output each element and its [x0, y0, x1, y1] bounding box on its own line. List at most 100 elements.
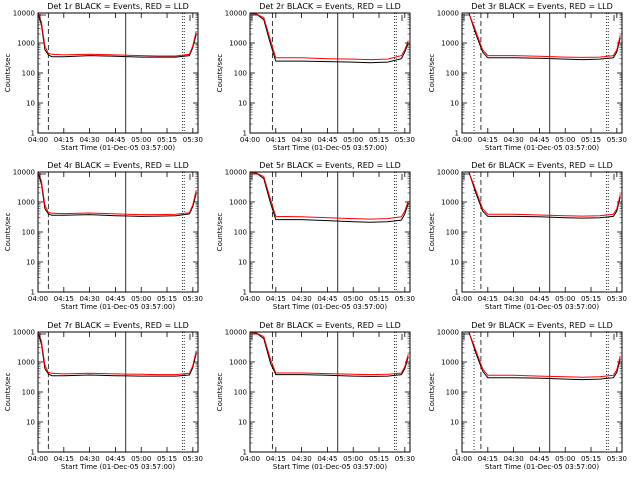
x-tick-label: 04:45 [105, 295, 125, 303]
x-tick-label: 04:15 [478, 136, 498, 144]
y-tick-label: 10000 [13, 10, 35, 18]
y-tick-label: 100 [22, 70, 35, 78]
y-tick-label: 10 [238, 259, 247, 267]
y-tick-label: 1 [31, 130, 35, 138]
x-axis-label: Start Time (01-Dec-05 03:57:00) [61, 303, 175, 311]
panel-3: Det 3r BLACK = Events, RED = LLD 1 10 100 10… [428, 2, 627, 152]
x-tick-label: 04:45 [317, 455, 337, 463]
corner-mark [39, 14, 46, 21]
panel-title: Det 6r BLACK = Events, RED = LLD [471, 161, 613, 170]
x-tick-label: 04:15 [478, 295, 498, 303]
y-tick-label: 1000 [229, 359, 247, 367]
y-tick-label: 1000 [441, 40, 459, 48]
x-tick-label: 05:15 [581, 136, 601, 144]
x-tick-label: 04:15 [54, 455, 74, 463]
x-tick-label: 05:00 [555, 295, 575, 303]
panel-9: Det 9r BLACK = Events, RED = LLD 1 10 100 10… [428, 321, 627, 471]
x-tick-label: 04:15 [266, 295, 286, 303]
x-tick-label: 04:15 [266, 455, 286, 463]
x-tick-label: 05:30 [183, 455, 203, 463]
x-tick-label: 05:30 [183, 136, 203, 144]
x-tick-label: 04:30 [292, 295, 312, 303]
panel-6: Det 6r BLACK = Events, RED = LLD 1 10 100 10… [428, 161, 627, 311]
y-tick-label: 10 [26, 259, 35, 267]
y-tick-label: 100 [22, 389, 35, 397]
series-line [37, 12, 197, 57]
corner-mark [251, 173, 258, 180]
y-tick-label: 10000 [437, 10, 459, 18]
corner-mark [463, 14, 470, 21]
y-tick-label: 1000 [229, 199, 247, 207]
x-axis-label: Start Time (01-Dec-05 03:57:00) [485, 144, 599, 152]
y-tick-label: 10000 [13, 169, 35, 177]
x-tick-label: 05:30 [395, 455, 415, 463]
y-axis-label: Counts/sec [428, 54, 436, 93]
y-tick-label: 100 [234, 229, 247, 237]
x-tick-label: 05:00 [343, 455, 363, 463]
x-tick-label: 04:45 [317, 295, 337, 303]
y-axis-label: Counts/sec [4, 373, 12, 412]
series-line [249, 331, 409, 376]
y-tick-label: 10000 [225, 169, 247, 177]
x-tick-label: 05:30 [395, 136, 415, 144]
panel-title: Det 4r BLACK = Events, RED = LLD [47, 161, 189, 170]
series-line [37, 331, 197, 377]
x-tick-label: 04:00 [240, 295, 260, 303]
x-tick-label: 04:15 [54, 295, 74, 303]
panel-title: Det 2r BLACK = Events, RED = LLD [259, 2, 401, 11]
x-tick-label: 04:15 [478, 455, 498, 463]
panel-title: Det 5r BLACK = Events, RED = LLD [259, 161, 401, 170]
corner-mark [251, 333, 258, 340]
x-tick-label: 04:45 [529, 455, 549, 463]
series-line [462, 331, 621, 381]
plot-frame [461, 331, 623, 453]
series-line [37, 171, 197, 217]
x-axis-label: Start Time (01-Dec-05 03:57:00) [273, 144, 387, 152]
x-tick-label: 05:30 [183, 295, 203, 303]
x-tick-label: 05:00 [131, 295, 151, 303]
y-tick-label: 1 [455, 130, 459, 138]
x-tick-label: 05:00 [343, 295, 363, 303]
x-tick-label: 05:00 [343, 136, 363, 144]
y-axis-label: Counts/sec [216, 373, 224, 412]
x-axis-label: Start Time (01-Dec-05 03:57:00) [273, 303, 387, 311]
y-tick-label: 10 [238, 419, 247, 427]
x-tick-label: 04:00 [240, 136, 260, 144]
series-line [37, 12, 197, 58]
plot-frame [37, 171, 199, 293]
x-axis-label: Start Time (01-Dec-05 03:57:00) [61, 144, 175, 152]
y-tick-label: 1 [243, 130, 247, 138]
x-axis-label: Start Time (01-Dec-05 03:57:00) [61, 463, 175, 471]
x-tick-label: 04:30 [80, 455, 100, 463]
y-tick-label: 10000 [225, 329, 247, 337]
panel-4: Det 4r BLACK = Events, RED = LLD 1 10 100 10… [4, 161, 203, 311]
x-tick-label: 04:00 [452, 455, 472, 463]
x-tick-label: 05:30 [607, 295, 627, 303]
series-line [462, 12, 621, 58]
y-tick-label: 1000 [441, 359, 459, 367]
series-line [249, 331, 409, 377]
x-axis-label: Start Time (01-Dec-05 03:57:00) [485, 303, 599, 311]
y-tick-label: 100 [234, 70, 247, 78]
plot-frame [461, 12, 623, 134]
corner-mark [463, 173, 470, 180]
panel-title: Det 9r BLACK = Events, RED = LLD [471, 321, 613, 330]
x-tick-label: 05:30 [607, 136, 627, 144]
x-tick-label: 04:15 [54, 136, 74, 144]
x-tick-label: 05:15 [369, 455, 389, 463]
series-line [462, 171, 621, 219]
x-tick-label: 04:45 [105, 136, 125, 144]
x-tick-label: 05:15 [581, 295, 601, 303]
x-tick-label: 05:15 [369, 136, 389, 144]
series-line [37, 171, 197, 216]
panel-7: Det 7r BLACK = Events, RED = LLD 1 10 100 10… [4, 321, 203, 471]
series-line [249, 12, 409, 64]
y-tick-label: 10000 [437, 169, 459, 177]
plot-frame [461, 171, 623, 293]
y-tick-label: 100 [234, 389, 247, 397]
panel-title: Det 3r BLACK = Events, RED = LLD [471, 2, 613, 11]
panel-2: Det 2r BLACK = Events, RED = LLD 1 10 100 10… [216, 2, 415, 152]
y-tick-label: 10000 [225, 10, 247, 18]
x-tick-label: 05:15 [581, 455, 601, 463]
